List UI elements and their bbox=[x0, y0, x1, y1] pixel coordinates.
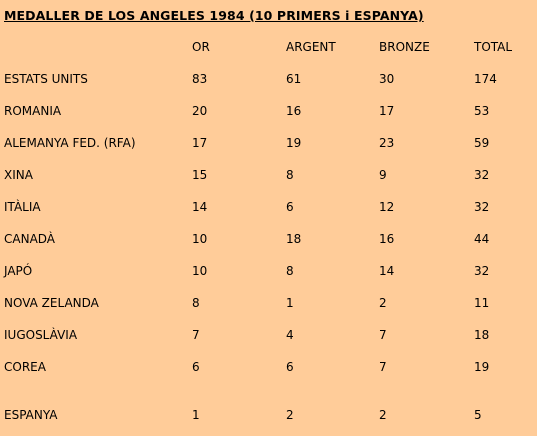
total-cell: 19 bbox=[474, 360, 490, 374]
gold-cell: 83 bbox=[192, 72, 208, 86]
country-cell: NOVA ZELANDA bbox=[4, 296, 99, 310]
total-cell: 53 bbox=[474, 104, 490, 118]
country-cell: XINA bbox=[4, 168, 33, 182]
table-row: IUGOSLÀVIA 7 4 7 18 bbox=[0, 328, 537, 346]
silver-cell: 16 bbox=[286, 104, 302, 118]
total-cell: 174 bbox=[474, 72, 497, 86]
silver-cell: 19 bbox=[286, 136, 302, 150]
table-row: NOVA ZELANDA 8 1 2 11 bbox=[0, 296, 537, 314]
bronze-cell: 12 bbox=[379, 200, 395, 214]
country-cell: ROMANIA bbox=[4, 104, 62, 118]
silver-cell: 18 bbox=[286, 232, 302, 246]
country-cell: ALEMANYA FED. (RFA) bbox=[4, 136, 136, 150]
gold-cell: 10 bbox=[192, 264, 208, 278]
gold-cell: 1 bbox=[192, 408, 200, 422]
table-row: ALEMANYA FED. (RFA) 17 19 23 59 bbox=[0, 136, 537, 154]
gold-cell: 15 bbox=[192, 168, 208, 182]
bronze-cell: 9 bbox=[379, 168, 387, 182]
country-cell: IUGOSLÀVIA bbox=[4, 328, 78, 342]
bronze-cell: 23 bbox=[379, 136, 395, 150]
table-row: ROMANIA 20 16 17 53 bbox=[0, 104, 537, 122]
country-cell: CANADÀ bbox=[4, 232, 56, 246]
silver-cell: 6 bbox=[286, 360, 294, 374]
table-row: ESTATS UNITS 83 61 30 174 bbox=[0, 72, 537, 90]
country-cell: ESPANYA bbox=[4, 408, 58, 422]
page-title: MEDALLER DE LOS ANGELES 1984 (10 PRIMERS… bbox=[4, 8, 424, 23]
table-row: XINA 15 8 9 32 bbox=[0, 168, 537, 186]
gold-cell: 8 bbox=[192, 296, 200, 310]
header-bronze: BRONZE bbox=[379, 40, 430, 54]
spain-row: ESPANYA 1 2 2 5 bbox=[0, 408, 537, 426]
silver-cell: 8 bbox=[286, 168, 294, 182]
bronze-cell: 2 bbox=[379, 296, 387, 310]
total-cell: 32 bbox=[474, 264, 490, 278]
table-row: CANADÀ 10 18 16 44 bbox=[0, 232, 537, 250]
table-row: ITÀLIA 14 6 12 32 bbox=[0, 200, 537, 218]
bronze-cell: 7 bbox=[379, 360, 387, 374]
table-row: COREA 6 6 7 19 bbox=[0, 360, 537, 378]
bronze-cell: 7 bbox=[379, 328, 387, 342]
silver-cell: 6 bbox=[286, 200, 294, 214]
bronze-cell: 14 bbox=[379, 264, 395, 278]
gold-cell: 7 bbox=[192, 328, 200, 342]
bronze-cell: 30 bbox=[379, 72, 395, 86]
silver-cell: 8 bbox=[286, 264, 294, 278]
table-row: JAPÓ 10 8 14 32 bbox=[0, 264, 537, 282]
bronze-cell: 2 bbox=[379, 408, 387, 422]
gold-cell: 10 bbox=[192, 232, 208, 246]
total-cell: 11 bbox=[474, 296, 490, 310]
total-cell: 5 bbox=[474, 408, 482, 422]
country-cell: ITÀLIA bbox=[4, 200, 41, 214]
header-total: TOTAL bbox=[474, 40, 513, 54]
bronze-cell: 16 bbox=[379, 232, 395, 246]
total-cell: 32 bbox=[474, 168, 490, 182]
silver-cell: 2 bbox=[286, 408, 294, 422]
silver-cell: 4 bbox=[286, 328, 294, 342]
gold-cell: 6 bbox=[192, 360, 200, 374]
bronze-cell: 17 bbox=[379, 104, 395, 118]
gold-cell: 20 bbox=[192, 104, 208, 118]
header-silver: ARGENT bbox=[286, 40, 336, 54]
total-cell: 44 bbox=[474, 232, 490, 246]
country-cell: COREA bbox=[4, 360, 46, 374]
header-gold: OR bbox=[192, 40, 210, 54]
silver-cell: 1 bbox=[286, 296, 294, 310]
silver-cell: 61 bbox=[286, 72, 302, 86]
country-cell: ESTATS UNITS bbox=[4, 72, 88, 86]
total-cell: 18 bbox=[474, 328, 490, 342]
gold-cell: 14 bbox=[192, 200, 208, 214]
country-cell: JAPÓ bbox=[4, 264, 33, 278]
total-cell: 59 bbox=[474, 136, 490, 150]
gold-cell: 17 bbox=[192, 136, 208, 150]
total-cell: 32 bbox=[474, 200, 490, 214]
table-header-row: OR ARGENT BRONZE TOTAL bbox=[0, 40, 537, 58]
